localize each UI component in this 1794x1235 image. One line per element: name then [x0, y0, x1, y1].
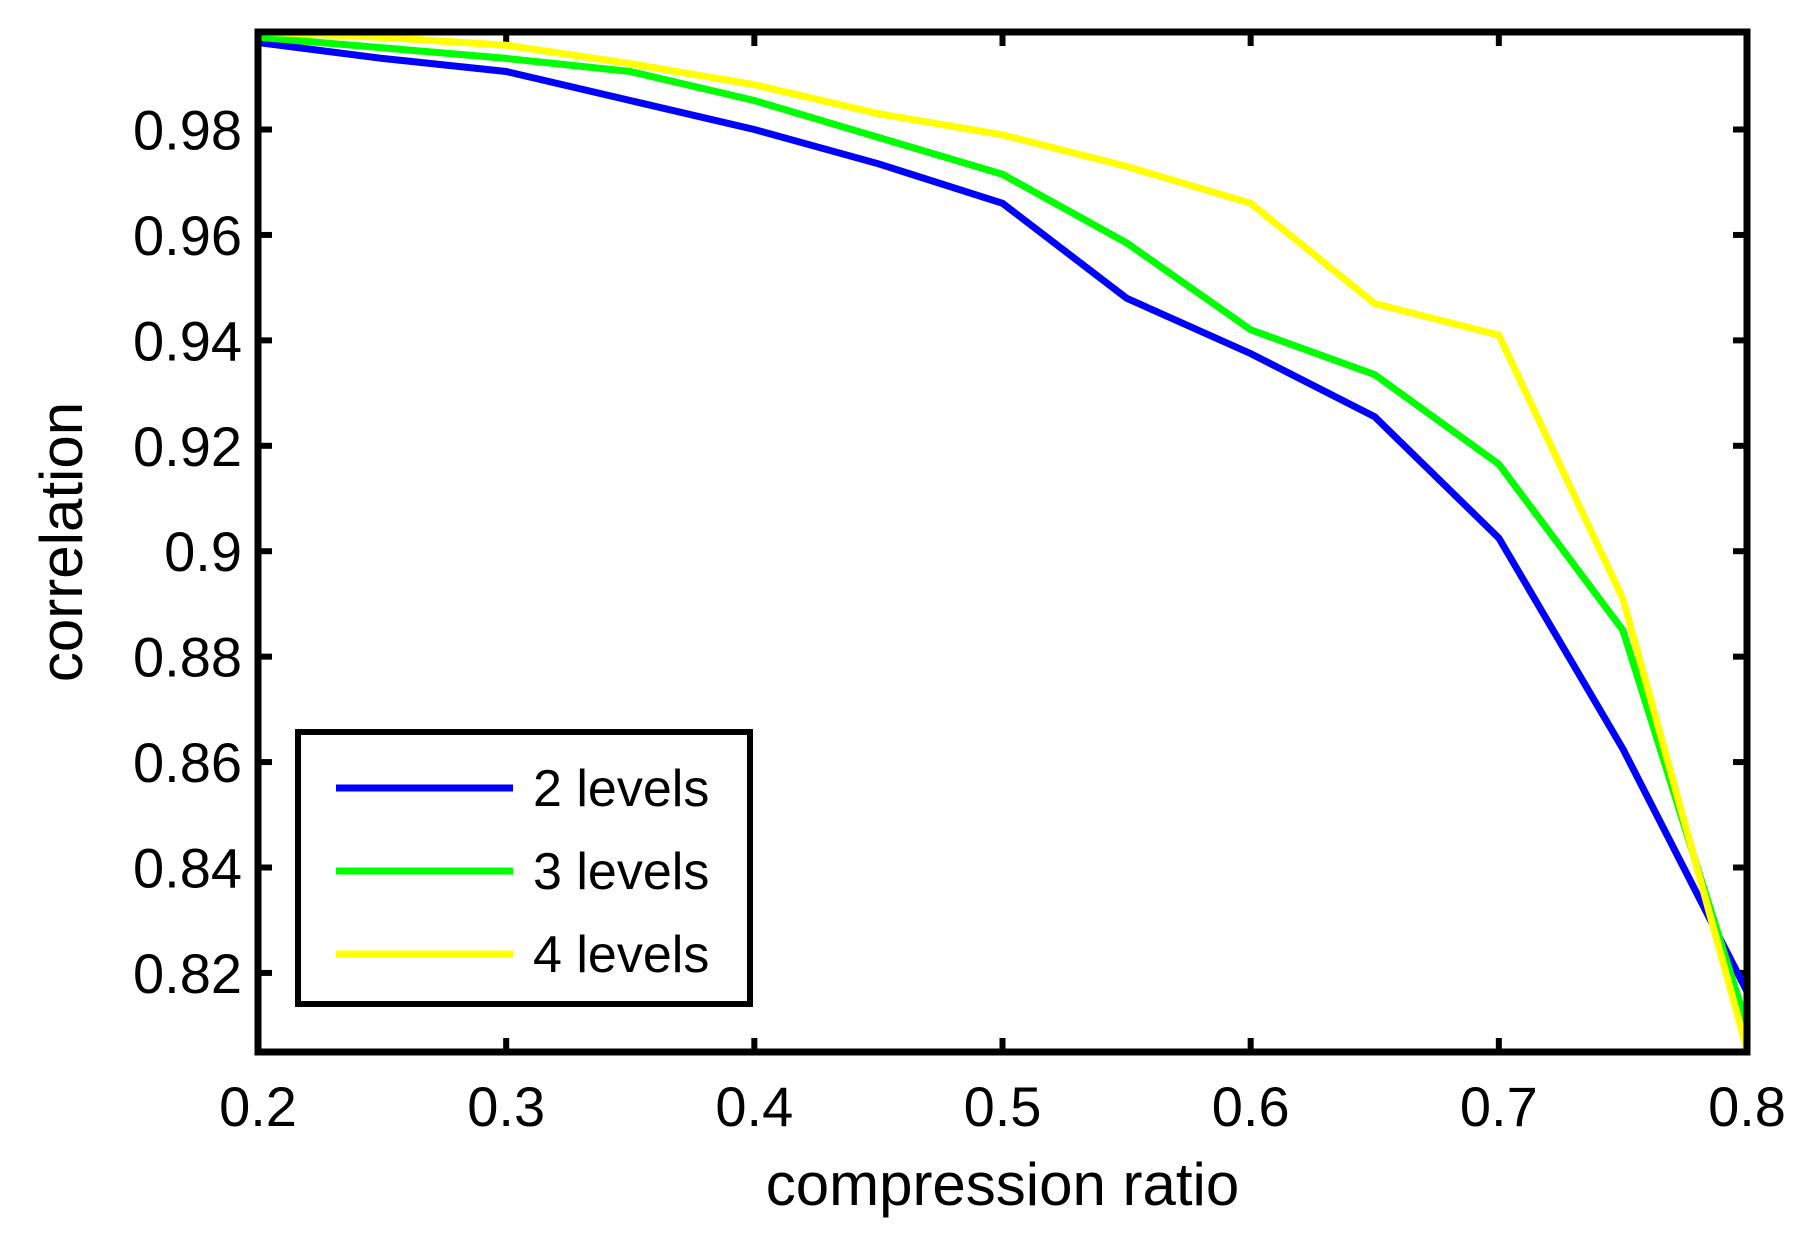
- y-tick-label: 0.84: [133, 837, 242, 900]
- y-tick-label: 0.96: [133, 204, 242, 267]
- legend-label: 2 levels: [533, 760, 709, 818]
- axes-frame: [254, 28, 1751, 1056]
- legend-label: 3 levels: [533, 843, 709, 901]
- x-tick-label: 0.4: [715, 1075, 793, 1138]
- y-tick-label: 0.88: [133, 626, 242, 689]
- y-tick-label: 0.92: [133, 415, 242, 478]
- series-layer: [257, 28, 1751, 1051]
- x-tick-label: 0.2: [219, 1075, 297, 1138]
- y-tick-label: 0.82: [133, 942, 242, 1005]
- y-tick-label: 0.94: [133, 309, 242, 372]
- y-tick-label: 0.98: [133, 99, 242, 162]
- series-line-3-levels: [257, 33, 1751, 1027]
- x-tick-label: 0.8: [1708, 1075, 1786, 1138]
- y-tick-label: 0.9: [164, 520, 242, 583]
- legend-label: 4 levels: [533, 926, 709, 984]
- x-tick-label: 0.5: [964, 1075, 1042, 1138]
- legend: 2 levels 3 levels 4 levels: [295, 729, 753, 1007]
- x-tick-label: 0.6: [1212, 1075, 1290, 1138]
- legend-items: 2 levels 3 levels 4 levels: [336, 760, 709, 984]
- y-axis-label: correlation: [28, 402, 95, 682]
- x-tick-label: 0.7: [1460, 1075, 1538, 1138]
- series-line-2-levels: [257, 39, 1751, 993]
- series-line-4-levels: [257, 28, 1751, 1051]
- x-tick-label: 0.3: [467, 1075, 545, 1138]
- y-tick-label: 0.86: [133, 731, 242, 794]
- tick-labels: 0.2 0.3 0.4 0.5 0.6 0.7 0.8 0.82 0.84 0.86 0.88 0.9…: [133, 99, 1786, 1138]
- x-axis-label: compression ratio: [766, 1151, 1240, 1218]
